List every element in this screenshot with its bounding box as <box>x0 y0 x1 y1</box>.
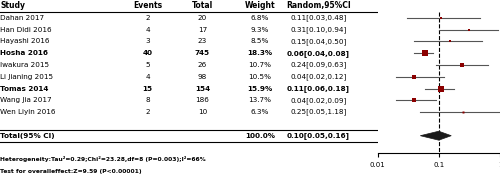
Text: 0.15[0.04,0.50]: 0.15[0.04,0.50] <box>290 38 346 45</box>
Text: Wang Jia 2017: Wang Jia 2017 <box>0 97 52 103</box>
Text: Test for overalleffect:Z=9.59 (P<0.00001): Test for overalleffect:Z=9.59 (P<0.00001… <box>0 169 142 174</box>
Text: 0.10[0.05,0.16]: 0.10[0.05,0.16] <box>287 132 350 139</box>
Text: 98: 98 <box>198 74 207 80</box>
Text: 10.5%: 10.5% <box>248 74 272 80</box>
Text: 23: 23 <box>198 38 207 44</box>
Text: 4: 4 <box>145 74 150 80</box>
Text: 9.3%: 9.3% <box>251 27 269 33</box>
Text: 154: 154 <box>195 85 210 92</box>
Text: 6.3%: 6.3% <box>251 109 269 115</box>
Text: Hosha 2016: Hosha 2016 <box>0 50 48 56</box>
Text: 8.5%: 8.5% <box>251 38 269 44</box>
Text: Random,95%CI: Random,95%CI <box>286 1 351 10</box>
Text: Dahan 2017: Dahan 2017 <box>0 15 44 21</box>
Text: 15.9%: 15.9% <box>248 85 272 92</box>
Text: Wen Liyin 2016: Wen Liyin 2016 <box>0 109 56 115</box>
Text: 0.11[0.06,0.18]: 0.11[0.06,0.18] <box>287 85 350 92</box>
Text: 0.31[0.10,0.94]: 0.31[0.10,0.94] <box>290 26 346 33</box>
Text: 745: 745 <box>195 50 210 56</box>
Text: 0.11[0.03,0.48]: 0.11[0.03,0.48] <box>290 14 346 21</box>
Text: 17: 17 <box>198 27 207 33</box>
Text: Iwakura 2015: Iwakura 2015 <box>0 62 50 68</box>
Text: 100.0%: 100.0% <box>245 133 275 139</box>
Text: 2: 2 <box>145 109 150 115</box>
Text: 13.7%: 13.7% <box>248 97 272 103</box>
Text: 4: 4 <box>145 27 150 33</box>
Text: Li Jianing 2015: Li Jianing 2015 <box>0 74 54 80</box>
Text: Tomas 2014: Tomas 2014 <box>0 85 49 92</box>
Text: Study: Study <box>0 1 25 10</box>
Text: 20: 20 <box>198 15 207 21</box>
Text: Total: Total <box>192 1 213 10</box>
Text: 0.24[0.09,0.63]: 0.24[0.09,0.63] <box>290 62 346 68</box>
Text: 2: 2 <box>145 15 150 21</box>
Text: 6.8%: 6.8% <box>251 15 269 21</box>
Text: 26: 26 <box>198 62 207 68</box>
Text: 40: 40 <box>142 50 152 56</box>
Text: 0.04[0.02,0.12]: 0.04[0.02,0.12] <box>290 73 346 80</box>
Text: Hayashi 2016: Hayashi 2016 <box>0 38 50 44</box>
Text: Total(95% CI): Total(95% CI) <box>0 133 55 139</box>
Text: 10: 10 <box>198 109 207 115</box>
Text: 0.25[0.05,1.18]: 0.25[0.05,1.18] <box>290 109 346 115</box>
Text: Han Didi 2016: Han Didi 2016 <box>0 27 52 33</box>
Text: 18.3%: 18.3% <box>248 50 272 56</box>
Text: 0.04[0.02,0.09]: 0.04[0.02,0.09] <box>290 97 346 104</box>
Polygon shape <box>420 131 452 140</box>
Text: 15: 15 <box>142 85 152 92</box>
Text: Events: Events <box>133 1 162 10</box>
Text: 3: 3 <box>145 38 150 44</box>
Text: 8: 8 <box>145 97 150 103</box>
Text: Heterogeneity:Tau²=0.29;Chi²=23.28,df=8 (P=0.003);I²=66%: Heterogeneity:Tau²=0.29;Chi²=23.28,df=8 … <box>0 156 206 162</box>
Text: 186: 186 <box>196 97 209 103</box>
Text: 0.06[0.04,0.08]: 0.06[0.04,0.08] <box>287 50 350 57</box>
Text: Weight: Weight <box>244 1 276 10</box>
Text: 5: 5 <box>145 62 150 68</box>
Text: Prevalence,95%CI: Prevalence,95%CI <box>400 1 477 10</box>
Text: 10.7%: 10.7% <box>248 62 272 68</box>
